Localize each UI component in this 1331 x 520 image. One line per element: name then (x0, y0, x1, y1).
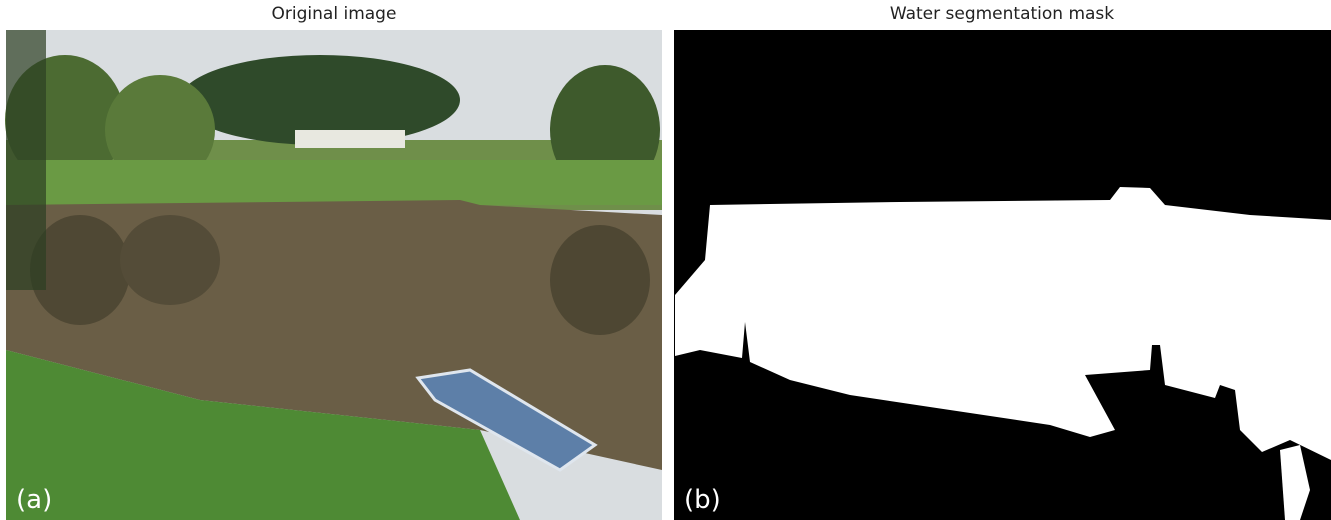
mask (674, 30, 1331, 520)
panel-title: Original image (272, 4, 397, 24)
panel-label: (b) (684, 485, 721, 515)
panel-title: Water segmentation mask (890, 4, 1114, 24)
photo (5, 30, 662, 520)
panel-label: (a) (16, 485, 52, 515)
